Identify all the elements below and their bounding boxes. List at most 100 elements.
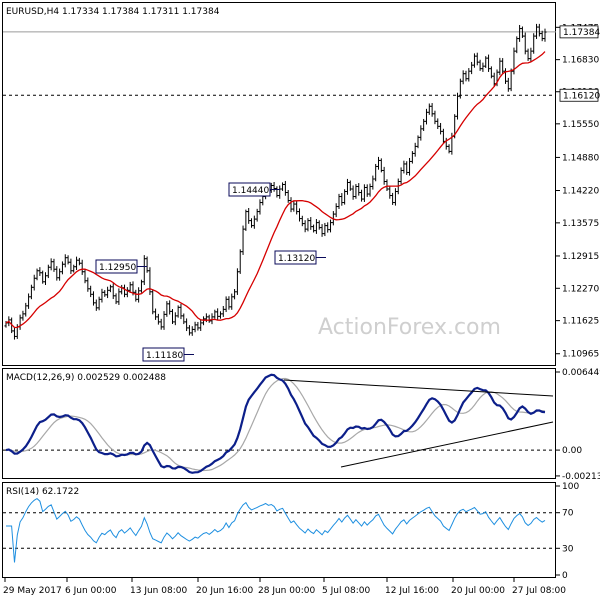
price-tick-1: 1.16830 <box>562 56 599 66</box>
price-bar-155 <box>441 128 446 144</box>
rsi-axis: 100 70 30 0 <box>556 482 579 581</box>
price-bar-15 <box>46 264 50 279</box>
price-bar-21 <box>63 254 67 268</box>
macd-line <box>5 373 546 474</box>
price-bar-109 <box>311 224 316 233</box>
price-bar-33 <box>97 296 101 311</box>
price-bar-140 <box>399 167 403 185</box>
price-bar-113 <box>323 222 327 237</box>
price-annotation-2-label: 1.14440 <box>232 186 269 196</box>
price-bar-144 <box>410 151 414 164</box>
price-bar-14 <box>43 272 48 285</box>
price-bar-82 <box>235 268 240 295</box>
price-bar-108 <box>309 217 313 230</box>
price-bar-178 <box>506 77 510 92</box>
price-bar-103 <box>295 200 299 215</box>
watermark: ActionForex.com <box>318 315 501 340</box>
price-bar-129 <box>368 183 372 197</box>
price-bar-56 <box>162 311 166 330</box>
price-bar-57 <box>165 301 169 317</box>
price-bar-65 <box>187 325 192 336</box>
price-bar-114 <box>326 222 330 233</box>
price-bars <box>4 23 547 340</box>
price-bar-154 <box>438 122 443 135</box>
macd-tick-0: 0.006449 <box>562 368 600 378</box>
price-bar-165 <box>470 61 474 75</box>
price-bar-88 <box>252 215 256 229</box>
price-bar-85 <box>244 209 248 231</box>
price-bar-84 <box>241 225 245 255</box>
price-tick-3: 1.15550 <box>562 120 599 130</box>
price-bar-89 <box>255 208 259 222</box>
price-tick-5: 1.14220 <box>562 187 599 197</box>
price-bar-18 <box>55 266 59 281</box>
x-tick-8: 27 Jul 08:00 <box>512 586 566 596</box>
price-bar-95 <box>272 181 276 192</box>
price-bar-147 <box>419 125 423 141</box>
price-bar-127 <box>362 184 366 202</box>
x-tick-4: 28 Jun 00:00 <box>258 586 315 596</box>
price-bar-130 <box>371 175 375 190</box>
price-tick-10: 1.10965 <box>562 350 599 360</box>
price-bar-150 <box>427 103 431 115</box>
price-bar-136 <box>388 185 392 199</box>
price-bar-171 <box>486 54 491 72</box>
price-bar-20 <box>60 261 65 275</box>
price-bar-80 <box>230 293 234 310</box>
price-bar-135 <box>385 179 389 192</box>
price-bar-24 <box>72 264 76 273</box>
rsi-tick-3: 0 <box>562 571 568 581</box>
price-bar-146 <box>416 135 420 149</box>
x-tick-5: 5 Jul 08:00 <box>322 586 371 596</box>
x-tick-3: 20 Jun 16:00 <box>196 586 253 596</box>
price-bar-187 <box>532 33 536 54</box>
current-price-label: 1.17384 <box>563 28 600 38</box>
price-bar-117 <box>334 203 338 218</box>
macd-axis: 0.006449 0.00 -0.002134 <box>556 368 600 482</box>
price-bar-99 <box>283 180 287 196</box>
price-bar-132 <box>376 156 381 170</box>
price-bar-142 <box>405 161 409 175</box>
rsi-tick-0: 100 <box>562 482 579 492</box>
price-bar-149 <box>424 108 429 125</box>
macd-panel-frame <box>2 368 556 479</box>
price-bar-52 <box>151 289 155 315</box>
price-bar-125 <box>357 183 361 196</box>
price-bar-38 <box>111 283 115 300</box>
price-tick-6: 1.13575 <box>562 219 599 229</box>
price-bar-51 <box>148 267 152 295</box>
moving-average-line <box>5 51 546 329</box>
price-bar-49 <box>142 255 146 286</box>
price-bar-83 <box>238 249 242 274</box>
price-bar-104 <box>297 208 302 222</box>
price-bar-61 <box>176 305 180 318</box>
time-axis: 29 May 2017 6 Jun 00:00 13 Jun 08:00 20 Jun… <box>3 578 566 596</box>
price-bar-75 <box>216 308 220 320</box>
price-bar-101 <box>289 197 293 213</box>
price-bar-184 <box>523 32 527 55</box>
price-bar-107 <box>306 218 310 232</box>
price-annotation-0-label: 1.12950 <box>99 263 136 273</box>
price-bar-143 <box>407 157 412 176</box>
price-bar-25 <box>74 256 79 270</box>
price-bar-31 <box>91 291 96 306</box>
price-bar-181 <box>515 36 519 54</box>
price-bar-11 <box>35 268 39 281</box>
rsi-line <box>6 497 546 563</box>
price-bar-157 <box>447 144 451 154</box>
price-bar-168 <box>478 59 482 71</box>
price-bar-34 <box>100 288 104 303</box>
price-bar-97 <box>278 185 282 199</box>
price-bar-26 <box>77 257 81 266</box>
price-bar-128 <box>365 184 369 197</box>
price-bar-133 <box>379 158 383 173</box>
price-bar-166 <box>472 53 477 68</box>
price-bar-58 <box>168 300 172 315</box>
price-bar-12 <box>38 267 42 277</box>
price-bar-164 <box>467 68 471 82</box>
price-bar-106 <box>303 220 307 233</box>
price-annotation-0: 1.12950 <box>95 259 147 274</box>
price-bar-43 <box>125 287 129 298</box>
price-bar-124 <box>354 184 358 199</box>
